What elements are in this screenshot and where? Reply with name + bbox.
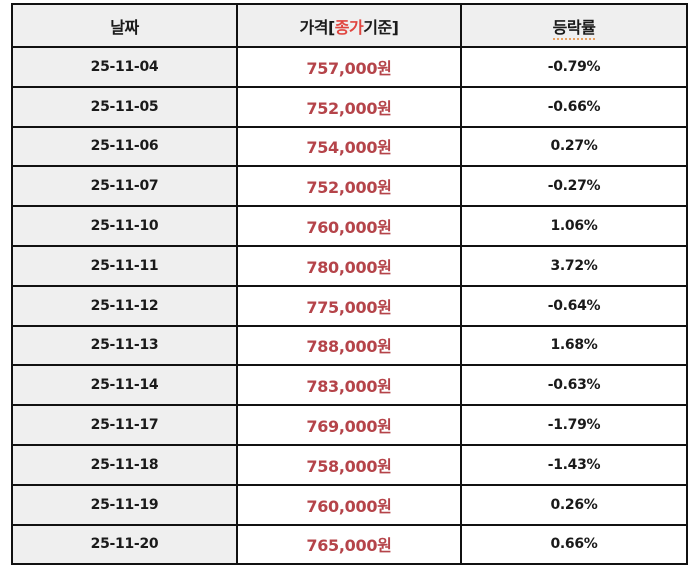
rate-cell: 1.68% [460,324,688,367]
table-row: 25-11-05 752,000원 -0.66% [11,85,688,128]
header-rate: 등락률 [460,3,688,48]
date-cell: 25-11-17 [11,404,238,446]
price-cell: 775,000원 [236,284,462,327]
date-cell: 25-11-07 [11,165,238,208]
rate-cell: -0.66% [460,85,688,128]
table-row: 25-11-18 758,000원 -1.43% [11,443,688,486]
header-row: 날짜 가격[종가기준] 등락률 [11,3,688,48]
rate-cell: -0.64% [460,284,688,327]
rate-cell: 3.72% [460,244,688,287]
table-row: 25-11-10 760,000원 1.06% [11,205,688,247]
rate-cell: 0.66% [460,523,688,566]
price-cell: 757,000원 [236,46,462,88]
date-cell: 25-11-04 [11,46,238,88]
date-cell: 25-11-12 [11,284,238,327]
rate-cell: -0.63% [460,364,688,407]
price-cell: 758,000원 [236,443,462,486]
table-row: 25-11-07 752,000원 -0.27% [11,165,688,208]
date-cell: 25-11-05 [11,85,238,128]
header-date: 날짜 [11,3,238,48]
date-cell: 25-11-10 [11,205,238,247]
table-row: 25-11-14 783,000원 -0.63% [11,364,688,407]
table-row: 25-11-19 760,000원 0.26% [11,483,688,526]
header-price-prefix: 가격[ [299,17,336,37]
price-cell: 760,000원 [236,205,462,247]
table-row: 25-11-12 775,000원 -0.64% [11,284,688,327]
price-cell: 788,000원 [236,324,462,367]
rate-cell: -1.79% [460,404,688,446]
price-cell: 769,000원 [236,404,462,446]
rate-cell: -0.79% [460,46,688,88]
rate-cell: -0.27% [460,165,688,208]
price-cell: 752,000원 [236,165,462,208]
table-row: 25-11-20 765,000원 0.66% [11,523,688,566]
price-cell: 760,000원 [236,483,462,526]
price-cell: 765,000원 [236,523,462,566]
rate-cell: 1.06% [460,205,688,247]
table-row: 25-11-13 788,000원 1.68% [11,324,688,367]
header-price-highlight: 종가 [334,17,364,37]
rate-cell: 0.27% [460,125,688,168]
header-date-label: 날짜 [110,17,139,37]
table-row: 25-11-11 780,000원 3.72% [11,244,688,287]
rate-cell: 0.26% [460,483,688,526]
header-price-suffix: 기준] [363,17,399,37]
date-cell: 25-11-14 [11,364,238,407]
price-cell: 754,000원 [236,125,462,168]
stock-price-table: 날짜 가격[종가기준] 등락률 25-11-04 757,000원 -0.79% 25… [11,3,688,566]
date-cell: 25-11-11 [11,244,238,287]
table-row: 25-11-04 757,000원 -0.79% [11,46,688,88]
price-cell: 780,000원 [236,244,462,287]
table-row: 25-11-06 754,000원 0.27% [11,125,688,168]
table-row: 25-11-17 769,000원 -1.79% [11,404,688,446]
date-cell: 25-11-06 [11,125,238,168]
date-cell: 25-11-18 [11,443,238,486]
date-cell: 25-11-19 [11,483,238,526]
header-price: 가격[종가기준] [236,3,462,48]
price-cell: 783,000원 [236,364,462,407]
price-cell: 752,000원 [236,85,462,128]
date-cell: 25-11-20 [11,523,238,566]
header-rate-label: 등락률 [552,17,596,40]
rate-cell: -1.43% [460,443,688,486]
date-cell: 25-11-13 [11,324,238,367]
